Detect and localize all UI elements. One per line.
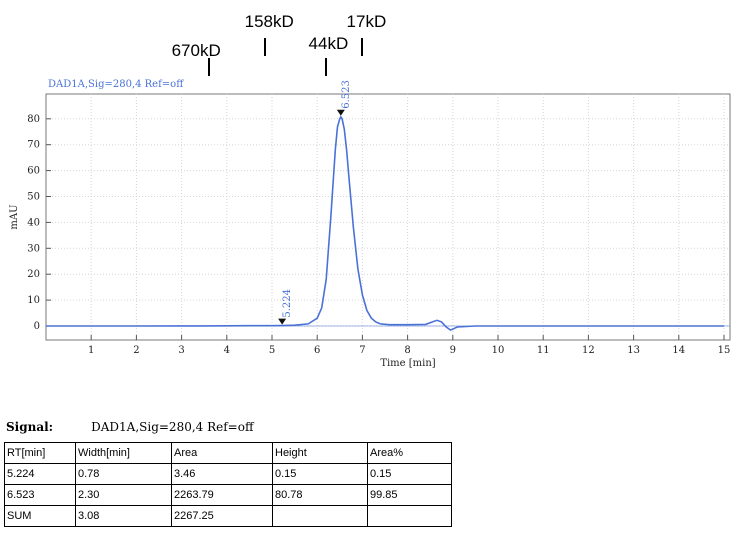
table-header-cell: Area [171, 442, 273, 464]
chromatogram-trace [46, 115, 724, 332]
peak-marker [336, 109, 345, 116]
y-tick-label: 40 [27, 217, 40, 228]
table-cell [272, 505, 368, 527]
signal-header: Signal: DAD1A,Sig=280,4 Ref=off [6, 420, 253, 434]
y-tick-label: 50 [27, 192, 40, 203]
y-tick-label: 60 [27, 166, 40, 177]
x-tick-label: 3 [178, 345, 184, 356]
peak-table: RT[min] Width[min] Area Height Area% 5.224 0.7… [4, 442, 452, 527]
peak-label: 6.523 [341, 80, 352, 109]
x-tick-label: 9 [450, 345, 456, 356]
marker-tick [207, 58, 210, 76]
x-tick-label: 11 [537, 345, 550, 356]
table-row: SUM 3.08 2267.25 [4, 505, 452, 527]
chart-title: DAD1A,Sig=280,4 Ref=off [48, 79, 184, 90]
signal-value: DAD1A,Sig=280,4 Ref=off [91, 420, 254, 434]
peak-marker [278, 318, 287, 325]
x-tick-label: 1 [88, 345, 94, 356]
x-tick-label: 6 [314, 345, 320, 356]
table-cell: 2263.79 [171, 484, 273, 506]
marker-label: 17kD [346, 12, 387, 31]
y-tick-label: 0 [34, 321, 40, 332]
peak-label: 5.224 [282, 289, 293, 318]
table-cell: 2267.25 [171, 505, 273, 527]
x-tick-label: 5 [269, 345, 275, 356]
table-cell: 3.08 [75, 505, 172, 527]
table-row: 5.224 0.78 3.46 0.15 0.15 [4, 463, 452, 485]
x-axis-label: Time [min] [380, 358, 435, 369]
x-tick-label: 10 [492, 345, 505, 356]
table-cell: 0.78 [75, 463, 172, 485]
marker-label: 670kD [171, 41, 221, 60]
plot-frame [45, 93, 731, 341]
table-header-cell: RT[min] [4, 442, 76, 464]
y-tick-label: 10 [27, 295, 40, 306]
x-tick-label: 7 [359, 345, 365, 356]
marker-tick [325, 58, 328, 76]
x-tick-label: 8 [404, 345, 410, 356]
x-tick-label: 4 [224, 345, 230, 356]
table-header-cell: Height [272, 442, 368, 464]
marker-label: 44kD [308, 34, 349, 53]
table-header-cell: Area% [367, 442, 452, 464]
y-axis-label: mAU [9, 204, 20, 229]
y-tick-label: 70 [27, 140, 40, 151]
y-tick-label: 80 [27, 114, 40, 125]
table-cell [367, 505, 452, 527]
table-cell: 6.523 [4, 484, 76, 506]
marker-tick [361, 38, 364, 56]
marker-tick [264, 38, 267, 56]
y-tick-label: 20 [27, 269, 40, 280]
table-cell: 0.15 [272, 463, 368, 485]
x-tick-label: 15 [718, 345, 731, 356]
table-cell: 80.78 [272, 484, 368, 506]
table-row: 6.523 2.30 2263.79 80.78 99.85 [4, 484, 452, 506]
y-tick-label: 30 [27, 243, 40, 254]
table-header-cell: Width[min] [75, 442, 172, 464]
chromatogram-chart: 1 2 3 4 5 6 7 8 9 10 11 12 13 14 1501020304050607080DA… [9, 79, 731, 369]
x-tick-label: 14 [672, 345, 685, 356]
signal-label: Signal: [6, 420, 54, 434]
table-header-row: RT[min] Width[min] Area Height Area% [4, 442, 452, 464]
x-tick-label: 2 [133, 345, 139, 356]
marker-label: 158kD [244, 12, 294, 31]
table-cell: 99.85 [367, 484, 452, 506]
table-cell: 5.224 [4, 463, 76, 485]
x-tick-label: 13 [627, 345, 640, 356]
table-cell: 3.46 [171, 463, 273, 485]
table-cell: SUM [4, 505, 76, 527]
table-cell: 0.15 [367, 463, 452, 485]
table-cell: 2.30 [75, 484, 172, 506]
x-tick-label: 12 [582, 345, 595, 356]
